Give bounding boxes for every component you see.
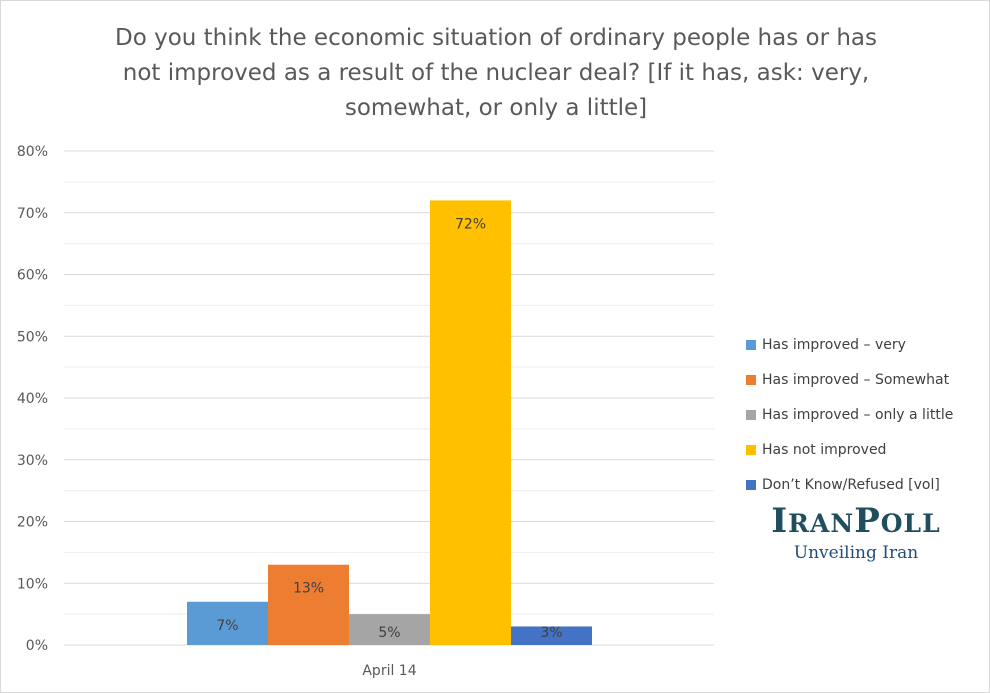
y-tick-label: 50% <box>17 329 48 345</box>
legend-entry: Has improved – very <box>746 327 986 362</box>
y-tick-label: 40% <box>17 391 48 407</box>
data-label: 3% <box>540 625 562 641</box>
legend-swatch <box>746 339 756 350</box>
data-label: 72% <box>455 216 486 232</box>
legend-entry: Has not improved <box>746 432 986 467</box>
bar <box>349 614 430 645</box>
legend-swatch <box>746 409 756 420</box>
bar <box>511 626 592 645</box>
data-label: 5% <box>378 625 400 641</box>
logo-wordmark: IRANPOLL <box>771 501 941 541</box>
legend-entry: Don’t Know/Refused [vol] <box>746 467 986 502</box>
y-tick-label: 60% <box>17 268 48 284</box>
y-tick-label: 80% <box>17 144 48 160</box>
bar <box>430 200 511 645</box>
data-label: 7% <box>216 618 238 634</box>
legend: Has improved – very Has improved – Somewh… <box>746 327 986 502</box>
legend-entry: Has improved – only a little <box>746 397 986 432</box>
y-tick-label: 20% <box>17 515 48 531</box>
legend-entry: Has improved – Somewhat <box>746 362 986 397</box>
legend-label: Has improved – only a little <box>762 406 954 423</box>
y-tick-label: 0% <box>26 638 48 654</box>
data-label: 13% <box>293 581 324 597</box>
chart-title: Do you think the economic situation of o… <box>115 25 877 121</box>
y-tick-label: 70% <box>17 206 48 222</box>
iranpoll-logo: IRANPOLL Unveiling Iran <box>746 501 966 563</box>
bar <box>268 564 349 645</box>
legend-swatch <box>746 479 756 490</box>
legend-label: Has not improved <box>762 441 887 458</box>
legend-label: Don’t Know/Refused [vol] <box>762 476 940 493</box>
legend-label: Has improved – very <box>762 336 906 353</box>
legend-swatch <box>746 444 756 455</box>
y-tick-label: 10% <box>17 576 48 592</box>
legend-label: Has improved – Somewhat <box>762 371 950 388</box>
legend-swatch <box>746 374 756 385</box>
bar <box>187 601 268 645</box>
x-tick-label: April 14 <box>362 663 416 679</box>
y-tick-label: 30% <box>17 453 48 469</box>
logo-tagline: Unveiling Iran <box>793 543 919 563</box>
